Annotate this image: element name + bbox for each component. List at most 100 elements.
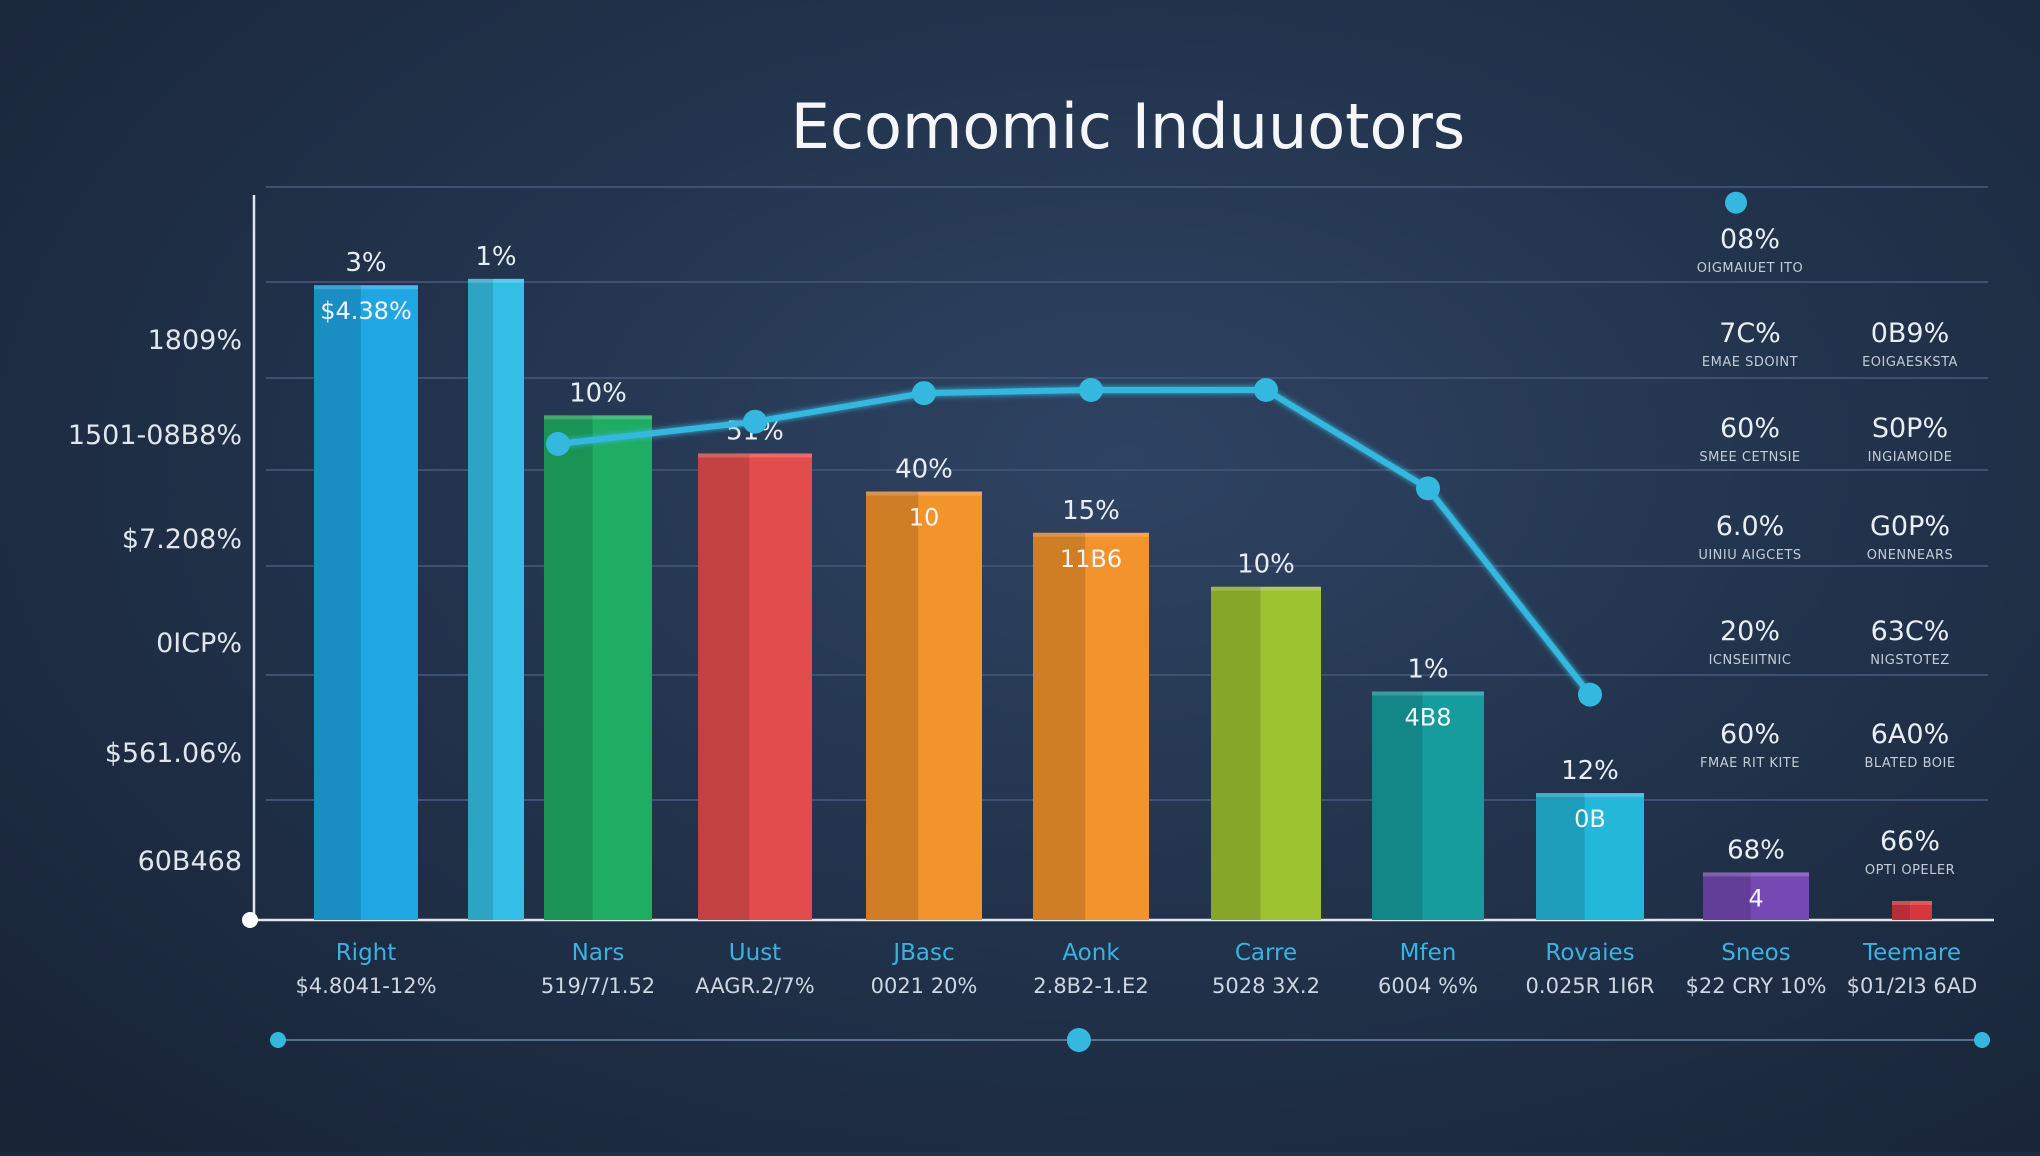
bar-value-label: 3% <box>345 248 386 278</box>
bars <box>314 278 1932 920</box>
bar-shade <box>1211 586 1261 920</box>
x-category-sublabel: AAGR.2/7% <box>695 974 815 998</box>
x-category-sublabel: $01/2I3 6AD <box>1847 974 1978 998</box>
panel-caption: EOIGAESKSTA <box>1862 355 1958 370</box>
bar-value-label: 68% <box>1727 835 1785 865</box>
x-category-sublabel: $22 CRY 10% <box>1686 974 1827 998</box>
trend-line-point <box>743 409 767 434</box>
panel-value: 60% <box>1720 719 1780 750</box>
panel-caption: FMAE RIT KITE <box>1700 756 1800 771</box>
trend-line-point <box>1578 682 1602 707</box>
bar <box>698 453 812 920</box>
panel-caption: OPTI OPELER <box>1865 863 1955 878</box>
panel-caption: SMEE CETNSIE <box>1699 450 1800 465</box>
bar-shade <box>1033 532 1086 920</box>
bar-body <box>1703 872 1809 920</box>
bar-body <box>468 278 524 920</box>
bar-body <box>544 415 652 920</box>
x-category-sublabel: 6004 %% <box>1378 974 1478 998</box>
panel-caption: EMAE SDOINT <box>1702 355 1798 370</box>
bar-highlight <box>698 453 812 458</box>
x-category-label: Rovaies <box>1545 940 1634 966</box>
x-category-label: Carre <box>1235 940 1297 966</box>
x-category-sublabel: $4.8041-12% <box>295 974 436 998</box>
panel-caption: UINIU AIGCETS <box>1698 548 1801 563</box>
bar-body <box>1372 691 1484 920</box>
bar <box>1033 532 1149 920</box>
bar-shade <box>866 491 919 920</box>
panel-value: G0P% <box>1870 511 1950 542</box>
chart-title: Ecomomic Induuotors <box>791 90 1465 163</box>
trend-line-point <box>912 381 936 406</box>
bar-body <box>1536 793 1644 920</box>
range-slider[interactable] <box>270 1028 1990 1052</box>
bar <box>866 491 982 920</box>
bar-inner-label: 10 <box>909 504 940 532</box>
x-category-sublabel: 519/7/1.52 <box>541 974 655 998</box>
bar-shade <box>1536 793 1585 920</box>
bar-inner-label: 0B <box>1574 805 1606 833</box>
slider-end-handle[interactable] <box>1974 1032 1990 1048</box>
trend-line-point <box>546 431 570 456</box>
bar-value-label: 15% <box>1062 496 1120 526</box>
bar-body <box>314 285 418 920</box>
bar-highlight <box>1536 793 1644 798</box>
x-category-label: Mfen <box>1400 940 1457 966</box>
bar-shade <box>468 278 494 920</box>
bar-highlight <box>1033 532 1149 537</box>
y-tick-label: $561.06% <box>105 738 242 769</box>
panel-caption: OIGMAIUET ITO <box>1697 261 1803 276</box>
bar-highlight <box>544 415 652 420</box>
y-tick-label: 1501-08B8% <box>68 420 242 451</box>
bar-value-label: 1% <box>475 242 516 272</box>
y-tick-label: 60B468 <box>138 846 242 877</box>
panel-caption: ICNSEIITNIC <box>1709 653 1792 668</box>
bar-shade <box>1703 872 1751 920</box>
bar-highlight <box>1372 691 1484 696</box>
bar-shade <box>314 285 361 920</box>
bar-body <box>698 453 812 920</box>
bar <box>1211 586 1321 920</box>
bar-shade <box>1892 900 1910 920</box>
panel-value: 63C% <box>1871 616 1950 647</box>
x-category-label: Nars <box>572 940 625 966</box>
bar-highlight <box>1211 586 1321 591</box>
panel-value: 60% <box>1720 413 1780 444</box>
bar-shade <box>544 415 593 920</box>
y-axis-tick-labels: 1809% 1501-08B8% $7.208% 0ICP% $561.06% 60B46… <box>68 325 242 877</box>
bar-inner-label: 11B6 <box>1060 545 1122 573</box>
bar-value-label: 40% <box>895 455 953 485</box>
panel-caption: BLATED BOIE <box>1864 756 1955 771</box>
panel-value: S0P% <box>1872 413 1948 444</box>
axis-origin-dot <box>242 912 258 928</box>
bar-highlight <box>468 278 524 283</box>
trend-line-point <box>1079 377 1103 402</box>
slider-thumb[interactable] <box>1066 1028 1091 1052</box>
panel-value: 6A0% <box>1871 719 1949 750</box>
panel-value: 08% <box>1720 224 1780 255</box>
bar <box>1536 793 1644 920</box>
panel-value: 7C% <box>1719 318 1781 349</box>
panel-caption: INGIAMOIDE <box>1868 450 1953 465</box>
bar-body <box>1033 532 1149 920</box>
bar-value-label: 10% <box>569 378 627 408</box>
x-category-label: Aonk <box>1062 940 1120 966</box>
x-category-label: Uust <box>729 940 781 966</box>
bar-value-label: 1% <box>1407 654 1448 684</box>
trend-line-point <box>1416 476 1440 501</box>
right-indicator-panel: 08% OIGMAIUET ITO 7C% EMAE SDOINT 0B9% EOIGAE… <box>1697 224 1958 878</box>
bar-value-label: 12% <box>1561 756 1619 786</box>
y-tick-label: 1809% <box>148 325 242 356</box>
trend-line-series <box>546 191 1747 707</box>
bar-body <box>1211 586 1321 920</box>
panel-caption: ONENNEARS <box>1867 548 1954 563</box>
y-tick-label: $7.208% <box>122 524 242 555</box>
bar-shade <box>698 453 750 920</box>
panel-caption: NIGSTOTEZ <box>1870 653 1950 668</box>
bar-highlight <box>1892 900 1932 905</box>
slider-start-handle[interactable] <box>270 1032 286 1048</box>
bar <box>1703 872 1809 920</box>
x-axis-category-labels: Right $4.8041-12% Nars 519/7/1.52 Uust AAGR.2… <box>295 940 1977 998</box>
